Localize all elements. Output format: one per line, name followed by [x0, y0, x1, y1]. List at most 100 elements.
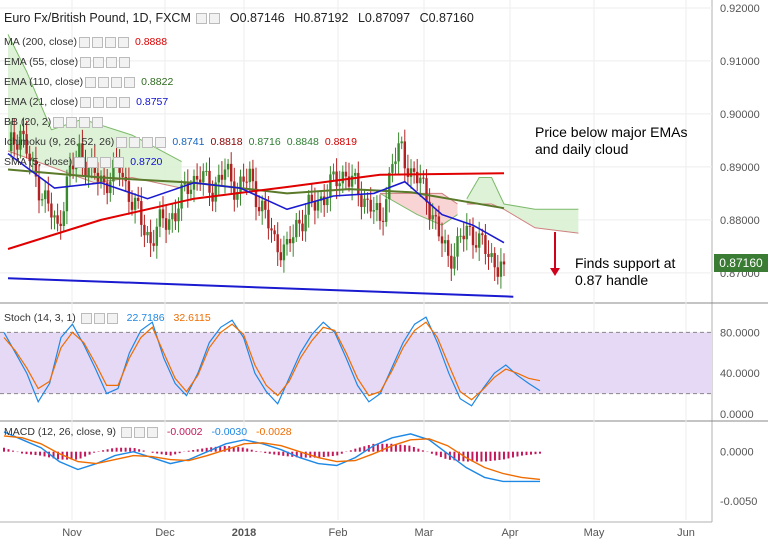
indicator-legend: Ichimoku (9, 26, 52, 26) 0.8741 0.8818 0.87…	[4, 136, 357, 148]
last-price-tag: 0.87160	[714, 254, 768, 272]
candle	[487, 254, 490, 257]
settings-icon[interactable]	[78, 36, 90, 48]
candle	[443, 240, 447, 244]
stoch-axis-tick: 80.0000	[720, 327, 760, 339]
eye-icon[interactable]	[93, 56, 105, 68]
add-icon[interactable]	[79, 116, 91, 128]
eye-icon[interactable]	[98, 76, 110, 88]
candle	[447, 240, 450, 256]
close-icon[interactable]	[124, 76, 136, 88]
macd-signal-line	[3, 435, 541, 481]
support-trendline	[7, 277, 514, 298]
candle	[62, 211, 65, 227]
candle	[180, 184, 183, 209]
close-icon[interactable]	[117, 36, 129, 48]
stoch-axis-tick: 0.0000	[720, 409, 754, 421]
add-icon[interactable]	[100, 156, 112, 168]
eye-icon[interactable]	[91, 36, 103, 48]
add-icon[interactable]	[106, 96, 118, 108]
candle	[301, 223, 304, 232]
close-icon[interactable]	[119, 56, 131, 68]
ohlc-close: C0.87160	[419, 11, 474, 25]
candle	[106, 182, 109, 194]
settings-icon[interactable]	[116, 136, 128, 148]
eye-icon[interactable]	[87, 156, 99, 168]
candle	[195, 175, 199, 180]
close-icon[interactable]	[155, 136, 167, 148]
candle	[499, 261, 503, 277]
candle	[78, 143, 81, 159]
indicator-legend: MA (200, close) 0.8888	[4, 36, 167, 48]
indicator-value: 0.8716	[248, 136, 281, 148]
close-icon[interactable]	[106, 312, 118, 324]
price-axis-tick: 0.89000	[720, 162, 760, 174]
candle	[279, 252, 282, 261]
indicator-label: MA (200, close)	[4, 36, 77, 48]
candle	[236, 191, 239, 200]
candle	[34, 160, 38, 177]
symbol-header: Euro Fx/British Pound, 1D, FXCM O0.87146…	[4, 11, 474, 25]
candle	[161, 209, 165, 219]
candle	[375, 202, 379, 211]
ema-110-line	[7, 168, 505, 210]
indicator-legend: EMA (21, close) 0.8757	[4, 96, 168, 108]
price-axis-tick: 0.92000	[720, 3, 760, 15]
add-icon[interactable]	[142, 136, 154, 148]
add-icon[interactable]	[104, 36, 116, 48]
candle	[360, 195, 363, 207]
ichimoku-cloud	[8, 34, 182, 189]
candle	[143, 224, 146, 236]
candle	[99, 175, 103, 182]
eye-icon[interactable]	[129, 136, 141, 148]
indicator-value: 0.8819	[324, 136, 357, 148]
settings-icon[interactable]	[80, 312, 92, 324]
annotation-support: 0.87 handle	[575, 272, 648, 288]
candle	[385, 199, 388, 222]
close-icon[interactable]	[146, 426, 158, 438]
candle	[425, 178, 428, 202]
candle	[189, 189, 193, 194]
candle	[409, 168, 413, 177]
candle	[59, 223, 62, 227]
settings-icon[interactable]	[120, 426, 132, 438]
settings-icon[interactable]	[53, 116, 65, 128]
candle	[502, 261, 506, 265]
settings-icon[interactable]	[85, 76, 97, 88]
candle	[164, 218, 168, 230]
ema-21-line	[7, 152, 505, 244]
settings-icon[interactable]	[196, 13, 208, 25]
settings-icon[interactable]	[74, 156, 86, 168]
eye-icon[interactable]	[93, 312, 105, 324]
candle	[273, 230, 276, 235]
candle	[298, 219, 301, 224]
candle	[149, 231, 152, 244]
add-icon[interactable]	[111, 76, 123, 88]
candle	[208, 170, 211, 193]
close-icon[interactable]	[113, 156, 125, 168]
candle	[121, 172, 124, 178]
time-axis-tick: Nov	[62, 527, 82, 539]
indicator-legend: BB (20, 2)	[4, 116, 104, 128]
annotation-support: Finds support at	[575, 255, 675, 271]
more-icon[interactable]	[209, 13, 221, 25]
candles	[9, 118, 506, 289]
candle	[440, 236, 444, 244]
close-icon[interactable]	[119, 96, 131, 108]
candle	[133, 197, 137, 210]
add-icon[interactable]	[106, 56, 118, 68]
candle	[87, 165, 90, 177]
eye-icon[interactable]	[93, 96, 105, 108]
close-icon[interactable]	[92, 116, 104, 128]
settings-icon[interactable]	[80, 96, 92, 108]
symbol-title: Euro Fx/British Pound, 1D, FXCM	[4, 11, 191, 25]
settings-icon[interactable]	[80, 56, 92, 68]
stoch-k-value: 22.7186	[126, 312, 165, 324]
eye-icon[interactable]	[133, 426, 145, 438]
candle	[323, 196, 326, 206]
candle	[456, 236, 459, 257]
candle	[437, 216, 441, 237]
candle	[22, 130, 25, 135]
eye-icon[interactable]	[66, 116, 78, 128]
candle	[288, 239, 292, 244]
